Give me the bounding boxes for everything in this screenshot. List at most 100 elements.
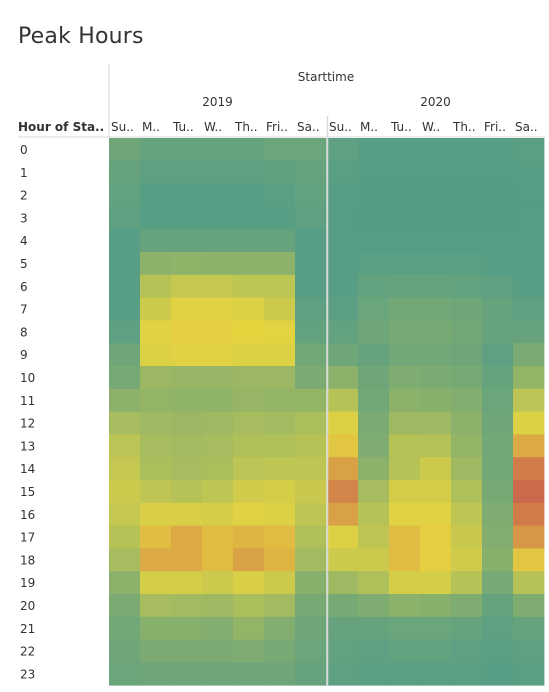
heatmap-cell xyxy=(482,320,514,344)
heatmap-cell xyxy=(264,480,296,504)
heatmap-cell xyxy=(140,525,172,549)
heatmap-cell xyxy=(140,183,172,207)
hour-label: 1 xyxy=(20,166,28,180)
heatmap-cell xyxy=(482,662,514,686)
heatmap-cell xyxy=(482,502,514,526)
heatmap-cell xyxy=(327,616,359,640)
heatmap-cell xyxy=(109,548,141,572)
heatmap-cell xyxy=(202,480,234,504)
heatmap-cell xyxy=(295,411,327,435)
heatmap-cell xyxy=(451,252,483,276)
heatmap-cell xyxy=(420,571,452,595)
heatmap-cell xyxy=(513,366,545,390)
heatmap-cell xyxy=(420,411,452,435)
heatmap-cell xyxy=(171,252,203,276)
heatmap-cell xyxy=(264,388,296,412)
heatmap-cell xyxy=(389,434,421,458)
day-label: Tu.. xyxy=(172,120,194,134)
heatmap-cell xyxy=(482,548,514,572)
heatmap-cell xyxy=(482,594,514,618)
heatmap-cell xyxy=(327,639,359,663)
heatmap-cell xyxy=(295,183,327,207)
heatmap-cell xyxy=(202,343,234,367)
heatmap-cell xyxy=(233,297,265,321)
heatmap-cell xyxy=(513,594,545,618)
heatmap-cell xyxy=(327,229,359,253)
heatmap-cell xyxy=(202,662,234,686)
heatmap-cell xyxy=(202,571,234,595)
heatmap-cell xyxy=(202,138,234,162)
heatmap-cell xyxy=(420,457,452,481)
heatmap-cell xyxy=(451,594,483,618)
heatmap-cell xyxy=(295,457,327,481)
heatmap-cell xyxy=(358,662,390,686)
heatmap-cell xyxy=(171,639,203,663)
heatmap-cell xyxy=(513,548,545,572)
heatmap-cell xyxy=(327,502,359,526)
heatmap-cell xyxy=(420,138,452,162)
heatmap-cell xyxy=(171,502,203,526)
heatmap-cell xyxy=(420,502,452,526)
heatmap-cell xyxy=(264,662,296,686)
day-label: Fri.. xyxy=(266,120,288,134)
heatmap-cell xyxy=(109,388,141,412)
heatmap-cell xyxy=(420,548,452,572)
heatmap-cell xyxy=(420,388,452,412)
heatmap-cell xyxy=(171,457,203,481)
heatmap-cell xyxy=(202,525,234,549)
heatmap-cell xyxy=(358,639,390,663)
day-label: Th.. xyxy=(234,120,258,134)
heatmap-cell xyxy=(233,548,265,572)
heatmap-cell xyxy=(202,457,234,481)
heatmap-cell xyxy=(295,571,327,595)
heatmap-cell xyxy=(140,457,172,481)
heatmap-cell xyxy=(264,457,296,481)
heatmap-cell xyxy=(327,320,359,344)
hour-label: 12 xyxy=(20,417,35,431)
heatmap-cell xyxy=(358,206,390,230)
year-label: 2020 xyxy=(420,95,451,109)
heatmap-cell xyxy=(140,138,172,162)
heatmap-cell xyxy=(358,343,390,367)
heatmap-cell xyxy=(513,502,545,526)
heatmap-cell xyxy=(451,183,483,207)
hour-label: 2 xyxy=(20,189,28,203)
heatmap-cell xyxy=(513,252,545,276)
heatmap-cell xyxy=(140,160,172,184)
heatmap-cell xyxy=(109,662,141,686)
heatmap-cell xyxy=(171,297,203,321)
heatmap-cell xyxy=(513,274,545,298)
hour-label: 23 xyxy=(20,667,35,681)
heatmap-cell xyxy=(482,616,514,640)
hour-label: 19 xyxy=(20,576,35,590)
heatmap-cell xyxy=(389,548,421,572)
heatmap-cell xyxy=(389,662,421,686)
heatmap-cell xyxy=(202,388,234,412)
heatmap-cell xyxy=(109,297,141,321)
heatmap-cell xyxy=(327,138,359,162)
heatmap-cell xyxy=(295,616,327,640)
heatmap-cell xyxy=(233,525,265,549)
heatmap-cell xyxy=(140,343,172,367)
heatmap-cell xyxy=(389,206,421,230)
heatmap-cell xyxy=(202,594,234,618)
hour-label: 7 xyxy=(20,303,28,317)
heatmap-cell xyxy=(482,229,514,253)
heatmap-cell xyxy=(264,343,296,367)
day-label: M.. xyxy=(360,120,378,134)
heatmap-cell xyxy=(140,274,172,298)
heatmap-cell xyxy=(109,411,141,435)
heatmap-cell xyxy=(140,502,172,526)
heatmap-cell xyxy=(513,411,545,435)
heatmap-cell xyxy=(451,502,483,526)
heatmap-cell xyxy=(389,343,421,367)
hour-label: 20 xyxy=(20,599,35,613)
heatmap-cell xyxy=(420,525,452,549)
heatmap-cell xyxy=(109,480,141,504)
heatmap-cell xyxy=(140,320,172,344)
heatmap-cell xyxy=(264,594,296,618)
heatmap-cell xyxy=(233,320,265,344)
heatmap-cell xyxy=(451,366,483,390)
heatmap-cell xyxy=(295,252,327,276)
